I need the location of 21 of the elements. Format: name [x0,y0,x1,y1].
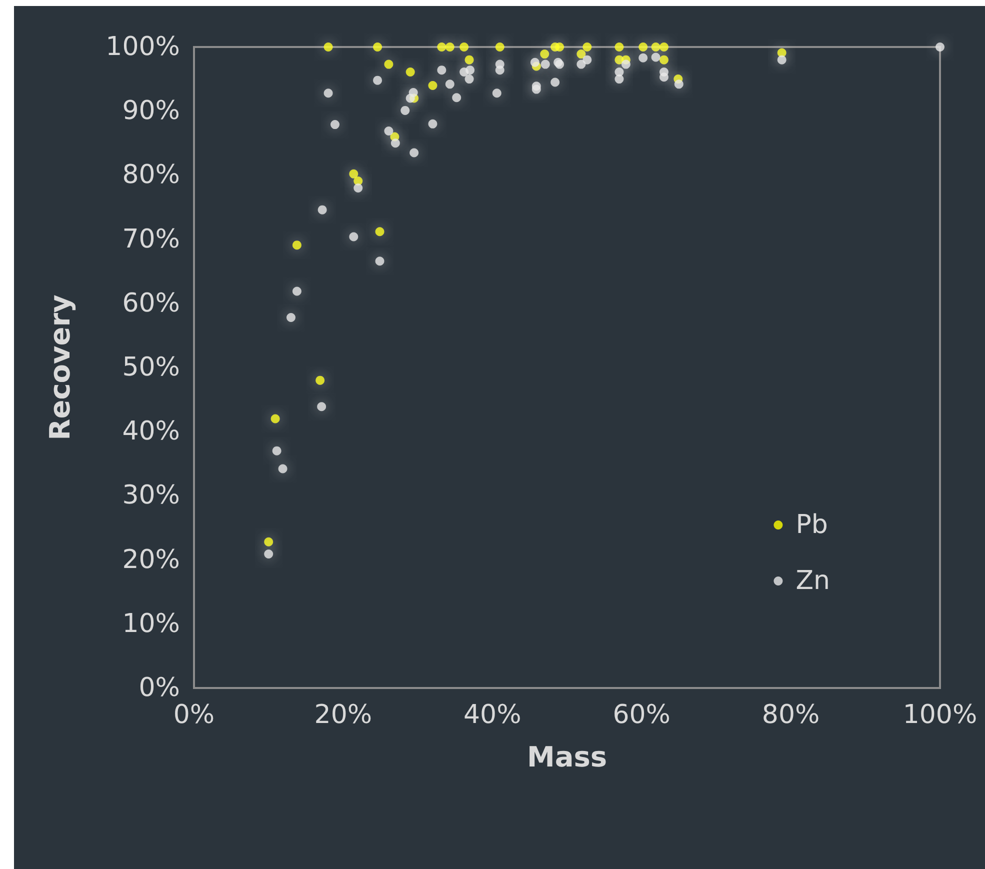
y-axis-title: Recovery [44,294,76,440]
legend-label: Zn [796,566,830,596]
x-tick-label: 80% [762,700,820,730]
x-tick-label: 40% [464,700,522,730]
x-tick-label: 60% [612,700,670,730]
x-tick-label: 0% [173,700,215,730]
y-tick-label: 80% [122,160,180,190]
y-tick-label: 60% [122,288,180,318]
y-tick-label: 20% [122,544,180,575]
y-tick-label: 100% [106,32,180,62]
y-tick-label: 90% [122,96,180,126]
y-tick-label: 40% [122,416,180,447]
y-tick-label: 70% [122,224,180,254]
x-tick-label: 20% [314,700,372,730]
x-tick-label: 100% [902,700,978,730]
y-tick-label: 0% [138,673,180,703]
y-tick-label: 30% [122,480,180,511]
legend-label: Pb [796,510,828,540]
y-tick-label: 50% [122,352,180,382]
x-axis-title: Mass [526,740,608,774]
y-tick-label: 10% [122,608,180,639]
